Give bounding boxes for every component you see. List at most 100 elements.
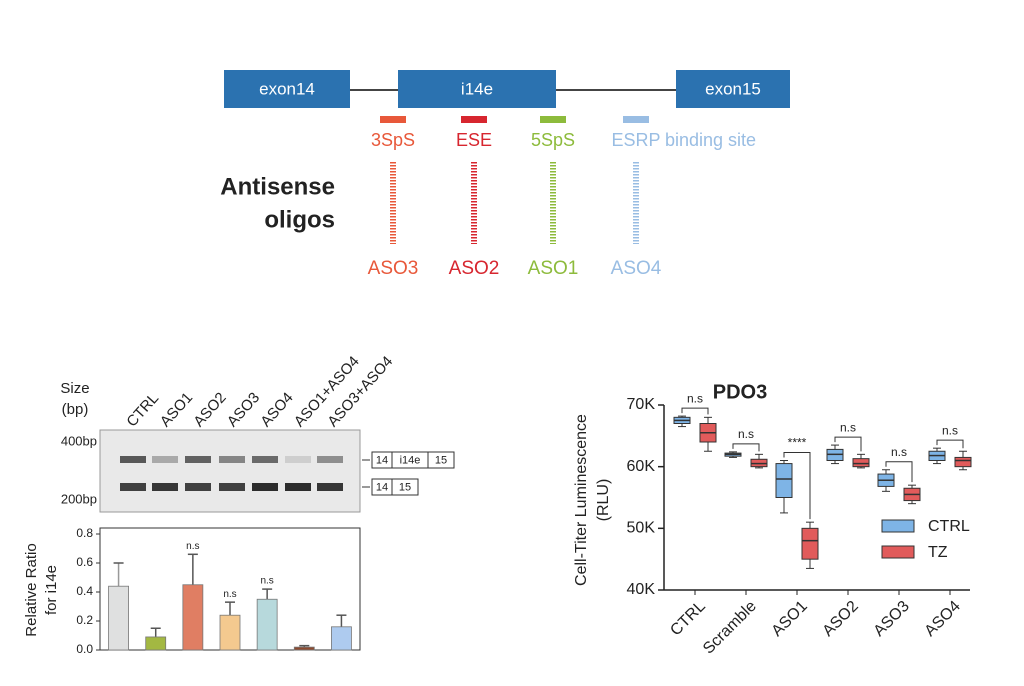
band (317, 483, 343, 491)
y-tick-label: 0.2 (76, 613, 93, 627)
significance: n.s (260, 576, 273, 587)
y-tick-label: 0.0 (76, 642, 93, 656)
y-tick-label: 50K (627, 520, 656, 537)
significance: n.s (942, 423, 958, 437)
site-label: ESRP (611, 130, 660, 150)
chart-title: PDO3 (713, 381, 767, 403)
significance-bracket (885, 461, 913, 483)
bar (145, 636, 167, 651)
site-bar (380, 116, 406, 123)
aso-label: ASO2 (449, 258, 500, 279)
y-axis-label: for i14e (43, 565, 60, 615)
legend-swatch (881, 519, 915, 533)
legend-swatch (881, 545, 915, 559)
site-bar (540, 116, 566, 123)
aso-label: ASO4 (611, 258, 662, 279)
band (285, 456, 311, 463)
aso-label: ASO3 (368, 258, 419, 279)
band (120, 456, 146, 463)
x-tick-label: CTRL (667, 598, 709, 640)
band (252, 483, 278, 491)
site-label: 3SpS (371, 130, 415, 150)
exon-label: exon14 (259, 79, 315, 98)
lane-label: ASO1 (157, 389, 196, 430)
box (801, 527, 819, 560)
box (954, 456, 972, 468)
site-bar (461, 116, 487, 123)
y-tick-label: 70K (627, 396, 656, 413)
y-tick-label: 0.8 (76, 526, 93, 540)
band (252, 456, 278, 463)
band (219, 483, 245, 491)
lane-label: ASO2 (190, 389, 229, 430)
y-tick-label: 0.6 (76, 555, 93, 569)
band (152, 483, 178, 491)
significance: n.s (186, 541, 199, 552)
significance-bracket (783, 452, 811, 520)
aso-title: Antisense (220, 173, 335, 200)
x-tick-label: ASO2 (820, 598, 862, 640)
lane-label: ASO4 (257, 389, 296, 430)
site-label: 5SpS (531, 130, 575, 150)
x-tick-label: ASO3 (871, 598, 913, 640)
gel (99, 429, 361, 513)
bar (331, 626, 352, 651)
band (285, 483, 311, 491)
x-tick-label: ASO1 (769, 598, 811, 640)
band-label: 15 (399, 481, 411, 493)
significance: n.s (738, 427, 754, 441)
bar (256, 598, 278, 651)
box (852, 458, 870, 468)
size-label: Size (60, 380, 89, 397)
lane-label: CTRL (123, 390, 162, 430)
band (185, 456, 211, 463)
significance-bracket (834, 436, 862, 452)
exon-label: i14e (461, 79, 493, 98)
significance: n.s (687, 391, 703, 405)
gel-image (99, 429, 361, 513)
y-tick-label: 40K (627, 581, 656, 598)
significance-bracket (681, 407, 709, 415)
bar (293, 646, 315, 651)
band (120, 483, 146, 491)
significance: n.s (840, 420, 856, 434)
aso-label: ASO1 (528, 258, 579, 279)
band-label: i14e (400, 454, 421, 466)
exon-box (398, 70, 556, 108)
y-axis-label: Cell-Titer Luminescence (573, 414, 590, 586)
significance: n.s (223, 589, 236, 600)
marker-label: 200bp (61, 491, 97, 506)
x-tick-label: Scramble (700, 598, 760, 658)
band-label: 14 (376, 481, 388, 493)
legend-label: CTRL (928, 518, 970, 535)
significance-bracket (732, 443, 760, 452)
bar (182, 584, 204, 651)
lane-label: ASO3 (224, 389, 263, 430)
significance: **** (788, 436, 807, 450)
y-tick-label: 60K (627, 458, 656, 475)
exon-box (224, 70, 350, 108)
significance-bracket (936, 439, 964, 449)
band-box (427, 451, 455, 469)
y-tick-label: 0.4 (76, 584, 93, 598)
significance: n.s (891, 445, 907, 459)
band (219, 456, 245, 463)
band (317, 456, 343, 463)
y-axis-label: Relative Ratio (23, 543, 40, 636)
band-label: 14 (376, 454, 388, 466)
exon-label: exon15 (705, 79, 761, 98)
band-label: 15 (435, 454, 447, 466)
site-label: ESE (456, 130, 492, 150)
band (152, 456, 178, 463)
exon-box (676, 70, 790, 108)
box (775, 463, 793, 499)
marker-label: 400bp (61, 433, 97, 448)
aso-title: oligos (264, 206, 335, 233)
band (185, 483, 211, 491)
bar (108, 585, 129, 651)
band-box (391, 478, 419, 496)
site-bar (623, 116, 649, 123)
bar (219, 614, 241, 651)
legend-label: TZ (928, 544, 948, 561)
